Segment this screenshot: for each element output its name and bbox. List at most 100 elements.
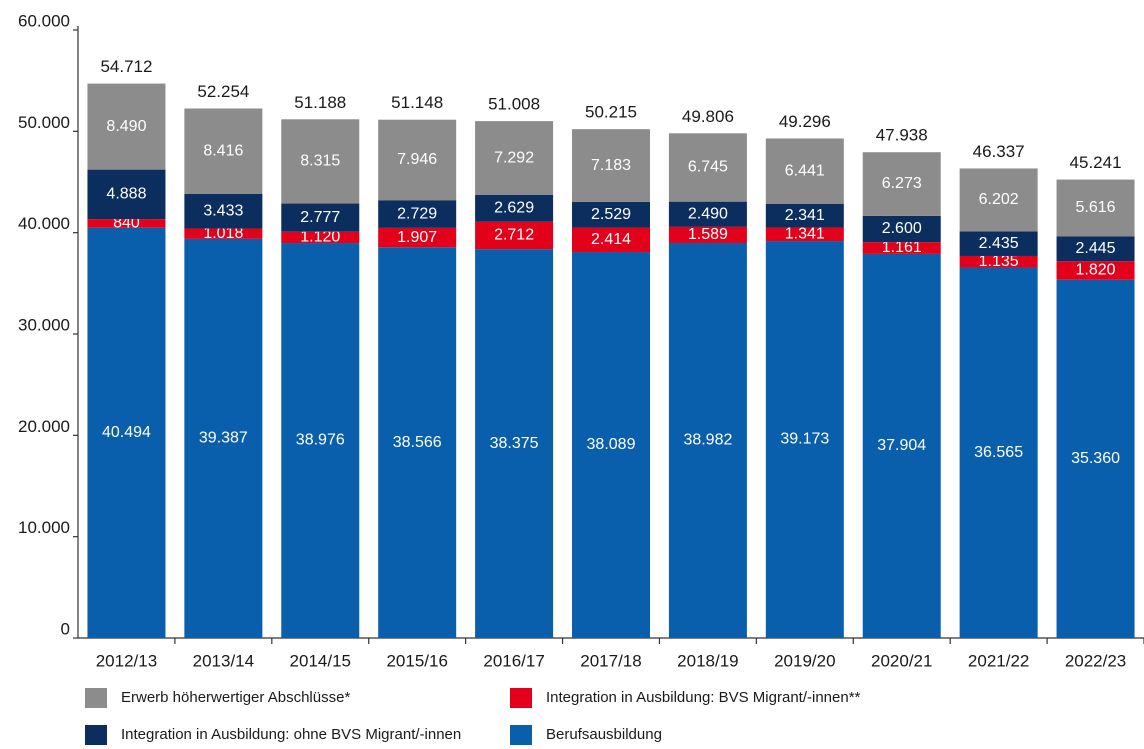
bar-segment xyxy=(572,201,650,228)
x-tick-label: 2012/13 xyxy=(96,651,157,670)
x-tick-label: 2020/21 xyxy=(871,651,932,670)
bar-segment xyxy=(87,169,166,220)
legend-swatch xyxy=(85,688,107,708)
bar-segment xyxy=(378,227,457,248)
data-label: 1.820 xyxy=(1076,262,1116,279)
data-label: 2.777 xyxy=(300,209,340,226)
bar-segment xyxy=(87,227,166,638)
data-label: 1.161 xyxy=(882,239,922,256)
legend-label: Erwerb höherwertiger Abschlüsse* xyxy=(121,689,350,706)
bar-segment xyxy=(1056,261,1135,280)
data-label: 2.445 xyxy=(1076,240,1116,257)
bar-segment xyxy=(572,129,650,202)
x-tick-label: 2022/23 xyxy=(1065,651,1126,670)
legend-swatch xyxy=(85,725,107,745)
data-label: 2.529 xyxy=(591,206,631,223)
data-label: 2.712 xyxy=(494,227,534,244)
total-label: 52.254 xyxy=(197,82,249,101)
bar-segment xyxy=(959,168,1038,232)
data-label: 38.566 xyxy=(393,434,442,451)
total-label: 45.241 xyxy=(1070,153,1122,172)
data-label: 8.315 xyxy=(300,153,340,170)
total-label: 54.712 xyxy=(100,57,152,76)
bar-segment xyxy=(862,242,941,254)
data-label: 39.173 xyxy=(780,431,829,448)
legend-label: Berufsausbildung xyxy=(546,726,662,743)
data-label: 1.589 xyxy=(688,226,728,243)
data-label: 2.414 xyxy=(591,231,631,248)
bar-segment xyxy=(184,228,263,239)
bar-segment xyxy=(378,200,457,228)
x-tick-label: 2021/22 xyxy=(968,651,1029,670)
bar-segment xyxy=(765,138,844,204)
bar-segment xyxy=(475,221,554,250)
total-label: 50.215 xyxy=(585,103,637,122)
bar-segment xyxy=(1056,279,1135,638)
total-label: 46.337 xyxy=(973,142,1025,161)
legend-swatch xyxy=(510,725,532,745)
bar-segment xyxy=(668,133,747,202)
bar-segment xyxy=(959,267,1038,638)
bar-segment xyxy=(862,253,941,638)
data-label: 2.341 xyxy=(785,207,825,224)
data-label: 2.435 xyxy=(979,235,1019,252)
data-label: 6.202 xyxy=(979,191,1019,208)
bar-segment xyxy=(862,215,941,243)
y-tick-label: 10.000 xyxy=(18,518,70,537)
data-label: 4.888 xyxy=(106,186,146,203)
bar-segment xyxy=(959,255,1038,268)
data-label: 7.292 xyxy=(494,149,534,166)
data-label: 8.416 xyxy=(203,142,243,159)
data-label: 1.907 xyxy=(397,229,437,246)
total-label: 51.148 xyxy=(391,93,443,112)
bar-segment xyxy=(87,83,166,170)
x-tick-label: 2013/14 xyxy=(193,651,254,670)
data-label: 35.360 xyxy=(1071,450,1120,467)
data-label: 6.441 xyxy=(785,162,825,179)
x-tick-label: 2019/20 xyxy=(774,651,835,670)
bar-segment xyxy=(862,152,941,216)
bar-segment xyxy=(765,241,844,638)
data-label: 8.490 xyxy=(106,118,146,135)
data-label: 7.946 xyxy=(397,151,437,168)
data-label: 39.387 xyxy=(199,430,248,447)
bar-segment xyxy=(1056,236,1135,262)
y-tick-label: 20.000 xyxy=(18,417,70,436)
bar-segment xyxy=(281,119,360,204)
x-tick-label: 2017/18 xyxy=(580,651,641,670)
data-label: 2.629 xyxy=(494,200,534,217)
bar-segment xyxy=(959,231,1038,256)
bar-segment xyxy=(281,243,360,638)
y-tick-label: 30.000 xyxy=(18,315,70,334)
data-label: 2.729 xyxy=(397,205,437,222)
data-label: 7.183 xyxy=(591,157,631,174)
bar-segment xyxy=(572,227,650,253)
data-label: 40.494 xyxy=(102,424,151,441)
data-label: 5.616 xyxy=(1076,199,1116,216)
bar-segment xyxy=(668,226,747,243)
bar-segment xyxy=(184,193,263,229)
x-tick-label: 2016/17 xyxy=(483,651,544,670)
x-tick-label: 2018/19 xyxy=(677,651,738,670)
data-label: 1.018 xyxy=(203,225,243,242)
data-label: 1.120 xyxy=(300,229,340,246)
total-label: 47.938 xyxy=(876,126,928,145)
y-tick-label: 0 xyxy=(61,619,70,638)
x-tick-label: 2015/16 xyxy=(386,651,447,670)
bar-segment xyxy=(765,203,844,228)
data-label: 1.341 xyxy=(785,225,825,242)
bar-segment xyxy=(765,227,844,242)
bar-segment xyxy=(281,231,360,244)
data-label: 3.433 xyxy=(203,202,243,219)
data-label: 6.745 xyxy=(688,159,728,176)
data-label: 38.982 xyxy=(683,432,732,449)
x-tick-label: 2014/15 xyxy=(290,651,351,670)
data-label: 38.089 xyxy=(587,436,636,453)
legend-swatch xyxy=(510,688,532,708)
data-label: 2.600 xyxy=(882,220,922,237)
data-label: 36.565 xyxy=(974,444,1023,461)
bar-segment xyxy=(378,247,457,638)
legend-label: Integration in Ausbildung: BVS Migrant/-… xyxy=(546,689,861,706)
data-label: 1.135 xyxy=(979,253,1019,270)
